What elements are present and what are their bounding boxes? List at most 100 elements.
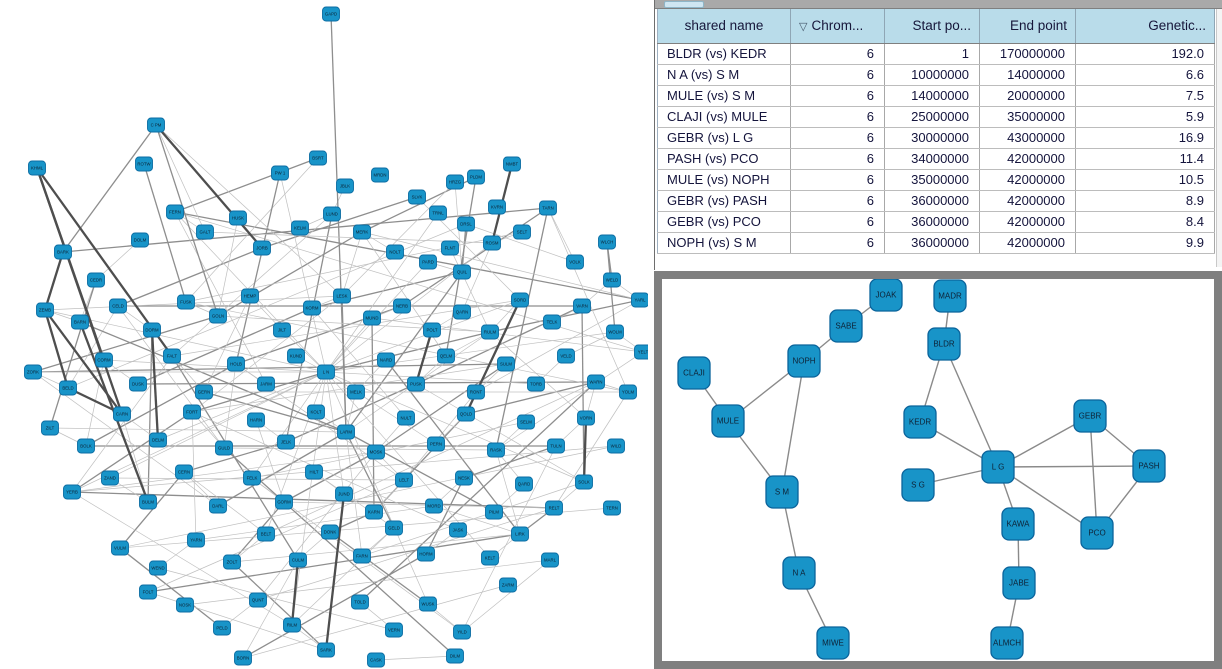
network-node-peld[interactable]: PELD <box>213 620 231 636</box>
table-cell[interactable]: 11.4 <box>1075 148 1215 170</box>
network-edge[interactable] <box>231 533 521 563</box>
network-node-sabe[interactable]: SABE <box>829 309 863 343</box>
network-edge[interactable] <box>117 247 263 307</box>
table-cell[interactable]: 6 <box>790 148 885 170</box>
table-cell[interactable]: MULE (vs) NOPH <box>657 169 791 191</box>
table-row[interactable]: GEBR (vs) L G 6 30000000 43000000 16.9 <box>657 127 1215 149</box>
network-node-jabe[interactable]: JABE <box>1002 566 1036 600</box>
network-edge[interactable] <box>71 445 617 493</box>
table-row[interactable]: GEBR (vs) PASH 6 36000000 42000000 8.9 <box>657 190 1215 212</box>
network-node-wolm[interactable]: WOLM <box>606 324 624 340</box>
network-edge[interactable] <box>341 295 347 433</box>
network-edge[interactable] <box>62 124 157 253</box>
network-node-qold[interactable]: QOLD <box>457 406 475 422</box>
network-edge[interactable] <box>495 207 549 451</box>
network-node-carn[interactable]: CARN <box>113 406 131 422</box>
network-node-volk[interactable]: VOLK <box>566 254 584 270</box>
network-node-yelt[interactable]: YELT <box>634 344 649 360</box>
network-node-jund[interactable]: JUND <box>335 486 353 502</box>
network-node-khml[interactable]: KHML <box>28 160 46 176</box>
network-node-rask[interactable]: RASK <box>487 442 505 458</box>
network-edge[interactable] <box>157 371 327 441</box>
network-node-bldr[interactable]: BLDR <box>927 327 961 361</box>
network-edge[interactable] <box>371 317 375 513</box>
network-node-culm[interactable]: CULM <box>289 552 307 568</box>
network-node-kedr[interactable]: KEDR <box>903 405 937 439</box>
network-edge[interactable] <box>495 449 521 535</box>
network-node-corm[interactable]: CORM <box>95 352 113 368</box>
network-node-qard[interactable]: QARD <box>515 476 533 492</box>
network-node-pco[interactable]: PCO <box>1080 516 1114 550</box>
network-node-trnl[interactable]: TRNL <box>429 205 447 221</box>
table-row[interactable]: MULE (vs) NOPH 6 35000000 42000000 10.5 <box>657 169 1215 191</box>
network-edge[interactable] <box>291 527 395 626</box>
network-edge[interactable] <box>461 445 557 633</box>
table-cell[interactable]: 35000000 <box>884 169 980 191</box>
network-node-nmbt[interactable]: NMBT <box>503 156 521 172</box>
network-edge[interactable] <box>943 343 999 468</box>
network-edge[interactable] <box>49 279 97 429</box>
network-node-jilt[interactable]: JILT <box>273 322 291 338</box>
network-node-jblk[interactable]: JBLK <box>336 178 354 194</box>
network-node-zolt[interactable]: ZOLT <box>223 554 241 570</box>
network-node-felk[interactable]: FELK <box>243 470 261 486</box>
network-node-veld[interactable]: VELD <box>557 348 575 364</box>
table-row[interactable]: NOPH (vs) S M 6 36000000 42000000 9.9 <box>657 232 1215 254</box>
network-node-warn[interactable]: WARN <box>587 374 605 390</box>
table-cell[interactable]: 42000000 <box>979 190 1076 212</box>
network-node-sg[interactable]: S G <box>901 468 935 502</box>
network-edge[interactable] <box>119 471 185 549</box>
network-node-hrzg[interactable]: HRZG <box>446 174 464 190</box>
network-edge[interactable] <box>325 371 429 605</box>
column-header-startpo[interactable]: Start po... <box>884 9 980 44</box>
network-node-folt[interactable]: FOLT <box>139 584 157 600</box>
network-node-lesk[interactable]: LESK <box>333 288 351 304</box>
table-cell[interactable]: 14000000 <box>979 64 1076 86</box>
network-node-galt[interactable]: GALT <box>196 224 214 240</box>
network-node-sulm[interactable]: SULM <box>497 356 515 372</box>
network-edge[interactable] <box>547 207 576 263</box>
table-cell[interactable]: 36000000 <box>884 211 980 233</box>
network-node-jarm[interactable]: JARM <box>257 376 275 392</box>
network-node-telk[interactable]: TELK <box>543 314 561 330</box>
column-header-chrom[interactable]: ▽ Chrom... <box>790 9 885 44</box>
network-node-madr[interactable]: MADR <box>933 279 967 313</box>
network-edge[interactable] <box>489 331 587 419</box>
network-edge[interactable] <box>371 317 644 353</box>
table-row[interactable]: BLDR (vs) KEDR 6 1 170000000 192.0 <box>657 43 1215 65</box>
table-cell[interactable]: 5.9 <box>1075 106 1215 128</box>
network-edge[interactable] <box>324 493 346 651</box>
network-edge[interactable] <box>475 299 641 393</box>
network-node-cask[interactable]: CASK <box>367 652 385 668</box>
network-node-yarn[interactable]: YARN <box>187 532 205 548</box>
network-node-yild[interactable]: YILD <box>453 624 471 640</box>
table-row[interactable]: N A (vs) S M 6 10000000 14000000 6.6 <box>657 64 1215 86</box>
network-edge[interactable] <box>465 381 597 415</box>
network-node-tarn[interactable]: TARN <box>539 200 557 216</box>
table-cell[interactable]: 9.9 <box>1075 232 1215 254</box>
network-edge[interactable] <box>174 211 267 385</box>
table-cell[interactable]: 6 <box>790 190 885 212</box>
network-node-falt[interactable]: FALT <box>163 348 181 364</box>
network-node-wlch[interactable]: WLCH <box>598 234 616 250</box>
network-node-nard[interactable]: NARD <box>377 352 395 368</box>
network-edge[interactable] <box>261 196 418 249</box>
network-edge[interactable] <box>155 124 206 233</box>
network-node-wend[interactable]: WEND <box>149 560 167 576</box>
network-edge[interactable] <box>433 505 521 535</box>
network-node-weld[interactable]: WELD <box>603 272 621 288</box>
table-cell[interactable]: 42000000 <box>979 148 1076 170</box>
network-node-hilt[interactable]: HILT <box>305 464 323 480</box>
network-node-claji[interactable]: CLAJI <box>677 356 711 390</box>
network-edge[interactable] <box>341 231 363 297</box>
network-node-nesk[interactable]: NESK <box>455 470 473 486</box>
network-node-drsl[interactable]: DRSL <box>457 216 475 232</box>
network-node-nerb[interactable]: NERB <box>393 298 411 314</box>
network-edge[interactable] <box>582 417 588 483</box>
network-node-holb[interactable]: HOLB <box>227 356 245 372</box>
network-node-quil[interactable]: QUIL <box>453 264 471 280</box>
table-row[interactable]: CLAJI (vs) MULE 6 25000000 35000000 5.9 <box>657 106 1215 128</box>
network-edge[interactable] <box>147 329 153 503</box>
network-node-kolt[interactable]: KOLT <box>307 404 325 420</box>
network-edge[interactable] <box>235 172 281 365</box>
